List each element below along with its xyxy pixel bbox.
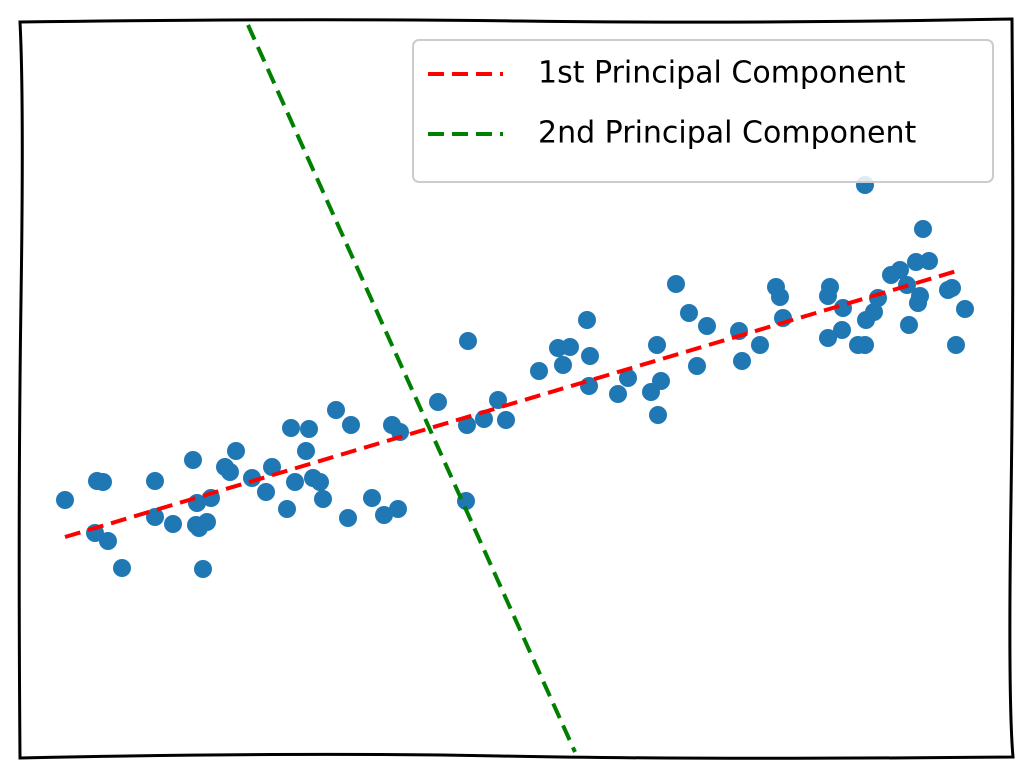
scatter-point (891, 261, 909, 279)
scatter-point (263, 458, 281, 476)
scatter-point (530, 362, 548, 380)
scatter-point (327, 401, 345, 419)
scatter-point (943, 279, 961, 297)
scatter-point (429, 393, 447, 411)
scatter-point (914, 220, 932, 238)
scatter-point (389, 500, 407, 518)
scatter-point (113, 559, 131, 577)
scatter-point (865, 303, 883, 321)
scatter-point (257, 483, 275, 501)
component-line (64, 268, 961, 539)
scatter-point (282, 419, 300, 437)
scatter-point (619, 369, 637, 387)
scatter-point (194, 560, 212, 578)
scatter-point (688, 357, 706, 375)
scatter-point (342, 416, 360, 434)
scatter-point (311, 473, 329, 491)
scatter-point (339, 509, 357, 527)
scatter-point (956, 300, 974, 318)
scatter-point (652, 372, 670, 390)
scatter-point (363, 489, 381, 507)
scatter-point (833, 321, 851, 339)
scatter-point (146, 472, 164, 490)
scatter-point (278, 500, 296, 518)
scatter-point (856, 336, 874, 354)
scatter-point (698, 317, 716, 335)
scatter-point (667, 275, 685, 293)
scatter-point (609, 385, 627, 403)
scatter-point (314, 490, 332, 508)
scatter-point (821, 278, 839, 296)
scatter-point (146, 508, 164, 526)
plot-frame (17, 17, 1015, 760)
scatter-point (649, 406, 667, 424)
scatter-point (300, 420, 318, 438)
scatter-point (920, 252, 938, 270)
scatter-point (947, 336, 965, 354)
plot-area (56, 24, 974, 753)
scatter-point (581, 347, 599, 365)
scatter-point (56, 491, 74, 509)
scatter-point (554, 356, 572, 374)
legend-box (412, 39, 994, 183)
scatter-point (907, 253, 925, 271)
scatter-point (578, 311, 596, 329)
scatter-point (680, 304, 698, 322)
scatter-point (911, 287, 929, 305)
scatter-point (227, 442, 245, 460)
legend-label: 1st Principal Component (538, 56, 906, 91)
scatter-point (497, 411, 515, 429)
scatter-point (375, 506, 393, 524)
scatter-point (751, 336, 769, 354)
scatter-point (733, 352, 751, 370)
component-line (246, 24, 577, 753)
scatter-point (648, 336, 666, 354)
scatter-point (184, 451, 202, 469)
scatter-point (286, 473, 304, 491)
scatter-point (819, 329, 837, 347)
scatter-point (900, 316, 918, 334)
scatter-point (561, 338, 579, 356)
scatter-point (198, 513, 216, 531)
scatter-point (459, 332, 477, 350)
legend: 1st Principal Component 2nd Principal Com… (412, 39, 994, 183)
scatter-point (221, 463, 239, 481)
scatter-point (99, 532, 117, 550)
scatter-point (771, 288, 789, 306)
scatter-point (164, 515, 182, 533)
scatter-point (94, 473, 112, 491)
scatter-point (243, 469, 261, 487)
legend-label: 2nd Principal Component (538, 116, 916, 151)
scatter-point (297, 442, 315, 460)
